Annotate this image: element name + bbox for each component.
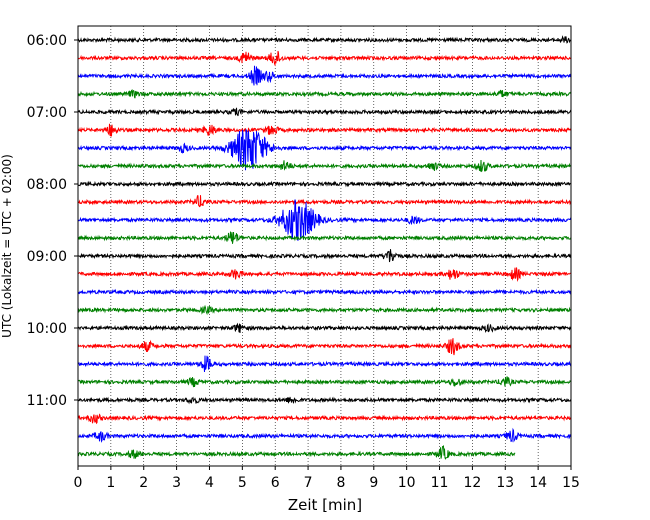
trace-1130 — [77, 427, 572, 443]
trace-0645 — [77, 88, 572, 99]
trace-0930 — [77, 288, 572, 296]
y-axis-ticks: 06:00 07:00 08:00 09:00 10:00 11:00 — [27, 33, 78, 409]
x-tick-label-13: 13 — [496, 475, 514, 491]
seismic-traces — [77, 35, 572, 460]
trace-0730 — [77, 129, 572, 171]
trace-0845 — [77, 231, 572, 244]
x-tick-label-12: 12 — [463, 475, 481, 491]
x-axis-label: Zeit [min] — [288, 496, 362, 514]
trace-1100 — [77, 396, 572, 405]
trace-0745 — [77, 159, 572, 173]
trace-0815 — [77, 195, 572, 208]
trace-0915 — [77, 267, 572, 283]
x-tick-label-4: 4 — [205, 475, 214, 491]
x-tick-label-14: 14 — [529, 475, 547, 491]
trace-0900 — [77, 249, 572, 263]
y-axis-label: UTC (Lokalzeit = UTC + 02:00) — [0, 154, 14, 338]
trace-0715 — [77, 123, 572, 137]
x-tick-label-8: 8 — [336, 475, 345, 491]
y-tick-label-08:00: 08:00 — [27, 177, 67, 193]
trace-0700 — [77, 107, 572, 117]
x-tick-label-11: 11 — [431, 475, 449, 491]
trace-1115 — [77, 413, 572, 425]
trace-0600 — [77, 35, 571, 44]
trace-1045 — [77, 376, 572, 388]
plot-frame — [77, 25, 572, 467]
trace-0830 — [77, 199, 572, 241]
trace-1145 — [77, 444, 516, 460]
x-tick-label-6: 6 — [271, 475, 280, 491]
x-tick-label-1: 1 — [106, 475, 115, 491]
y-tick-label-07:00: 07:00 — [27, 105, 67, 121]
x-tick-label-15: 15 — [562, 475, 580, 491]
y-tick-label-10:00: 10:00 — [27, 321, 67, 337]
x-tick-label-5: 5 — [238, 475, 247, 491]
trace-1030 — [77, 355, 572, 373]
trace-1015 — [77, 338, 572, 356]
x-tick-label-3: 3 — [172, 475, 181, 491]
x-axis-ticks: 0 1 2 3 4 5 6 7 8 9 10 11 12 13 14 15 — [74, 466, 580, 491]
trace-0630 — [77, 65, 572, 86]
trace-0615 — [77, 50, 572, 67]
trace-0945 — [77, 304, 572, 316]
x-tick-label-2: 2 — [139, 475, 148, 491]
grid-lines — [110, 26, 539, 466]
y-tick-label-09:00: 09:00 — [27, 249, 67, 265]
trace-1000 — [77, 322, 572, 334]
x-tick-label-9: 9 — [369, 475, 378, 491]
x-tick-label-10: 10 — [398, 475, 416, 491]
y-tick-label-11:00: 11:00 — [27, 393, 67, 409]
trace-0800 — [77, 180, 572, 188]
y-tick-label-06:00: 06:00 — [27, 33, 67, 49]
x-tick-label-0: 0 — [74, 475, 83, 491]
x-tick-label-7: 7 — [304, 475, 313, 491]
